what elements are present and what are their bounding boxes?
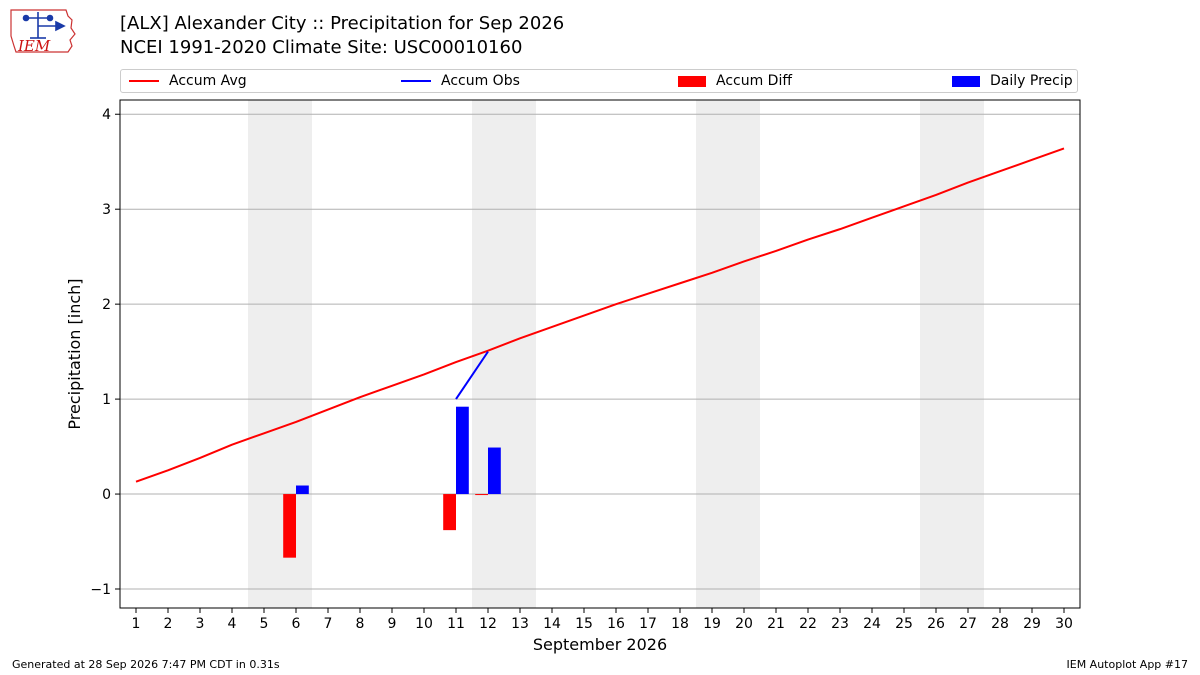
plot-frame: [119, 99, 1081, 609]
legend-swatch-accum-obs: [401, 80, 431, 82]
legend-item-daily-precip: Daily Precip: [952, 73, 1073, 89]
x-axis-label: September 2026: [533, 635, 667, 654]
tick-label-x: 2: [164, 616, 173, 632]
bar-accum-diff-11: [443, 494, 456, 531]
bar-daily-precip-6: [296, 485, 309, 495]
tick-label-x: 20: [735, 616, 753, 632]
tick-label-x: 29: [1023, 616, 1041, 632]
tick-label-y: 3: [102, 202, 111, 218]
tick-label-x: 1: [132, 616, 141, 632]
tick-label-x: 10: [415, 616, 433, 632]
bar-accum-diff-6: [283, 494, 296, 558]
bar-accum-diff-12: [475, 494, 488, 496]
chart-subtitle: NCEI 1991-2020 Climate Site: USC00010160: [120, 37, 523, 58]
tick-label-x: 6: [292, 616, 301, 632]
tick-label-x: 21: [767, 616, 785, 632]
tick-label-x: 19: [703, 616, 721, 632]
tick-label-x: 11: [447, 616, 465, 632]
legend-swatch-daily-precip: [952, 75, 980, 87]
footer-app: IEM Autoplot App #17: [1066, 658, 1189, 671]
chart-title: [ALX] Alexander City :: Precipitation fo…: [120, 13, 565, 34]
legend-label-accum-obs: Accum Obs: [441, 73, 520, 89]
iem-logo: IEM: [10, 9, 76, 55]
bar-daily-precip-12: [488, 447, 501, 495]
bar-daily-precip-11: [456, 406, 469, 495]
legend-swatch-accum-diff: [678, 75, 706, 87]
tick-label-x: 25: [895, 616, 913, 632]
tick-label-x: 28: [991, 616, 1009, 632]
tick-label-x: 13: [511, 616, 529, 632]
weekend-band-1: [472, 100, 536, 608]
legend-label-accum-avg: Accum Avg: [169, 73, 247, 89]
line-accum-avg: [135, 147, 1065, 483]
tick-label-x: 24: [863, 616, 881, 632]
legend-item-accum-avg: Accum Avg: [129, 73, 247, 89]
tick-label-x: 4: [228, 616, 237, 632]
legend-label-accum-diff: Accum Diff: [716, 73, 793, 89]
legend-swatch-accum-avg: [129, 80, 159, 82]
tick-label-x: 17: [639, 616, 657, 632]
weather-station-icon: [22, 12, 66, 39]
tick-label-x: 15: [575, 616, 593, 632]
line-accum-obs: [455, 351, 489, 400]
logo-text: IEM: [17, 37, 51, 55]
weekend-band-0: [248, 100, 312, 608]
weekend-band-3: [920, 100, 984, 608]
tick-label-y: 2: [102, 297, 111, 313]
tick-label-x: 18: [671, 616, 689, 632]
tick-label-y: 4: [102, 107, 111, 123]
y-axis-label: Precipitation [inch]: [65, 278, 84, 429]
tick-label-x: 26: [927, 616, 945, 632]
tick-label-x: 22: [799, 616, 817, 632]
legend-item-accum-obs: Accum Obs: [401, 73, 520, 89]
tick-label-x: 14: [543, 616, 561, 632]
tick-label-x: 27: [959, 616, 977, 632]
tick-label-x: 16: [607, 616, 625, 632]
tick-label-x: 7: [324, 616, 333, 632]
tick-label-x: 30: [1055, 616, 1073, 632]
tick-label-x: 8: [356, 616, 365, 632]
tick-label-x: 5: [260, 616, 269, 632]
tick-label-x: 9: [388, 616, 397, 632]
tick-label-x: 3: [196, 616, 205, 632]
legend: Accum Avg Accum Obs Accum Diff Daily Pre…: [120, 69, 1078, 93]
legend-label-daily-precip: Daily Precip: [990, 73, 1073, 89]
tick-label-y: 1: [102, 392, 111, 408]
tick-label-y: 0: [102, 487, 111, 503]
weekend-band-2: [696, 100, 760, 608]
tick-label-y: −1: [90, 582, 111, 598]
tick-label-x: 12: [479, 616, 497, 632]
tick-label-x: 23: [831, 616, 849, 632]
legend-item-accum-diff: Accum Diff: [678, 73, 792, 89]
footer-generated: Generated at 28 Sep 2026 7:47 PM CDT in …: [12, 658, 280, 671]
